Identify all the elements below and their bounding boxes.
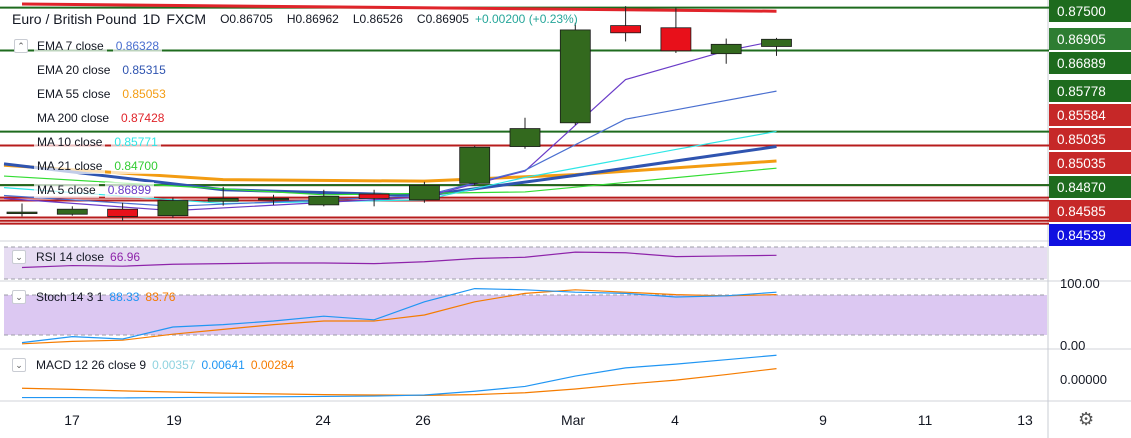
price-tag[interactable]: 0.86889 xyxy=(1049,52,1131,74)
macd-name: MACD 12 26 close 9 xyxy=(36,358,147,372)
exchange-label: FXCM xyxy=(166,11,207,27)
stoch-k-value: 88.33 xyxy=(109,290,140,304)
x-tick-17: 17 xyxy=(64,412,80,428)
candle-body xyxy=(761,38,792,47)
settings-gear-icon[interactable]: ⚙ xyxy=(1078,409,1095,429)
legend-value: 0.85053 xyxy=(119,86,169,102)
candle-body xyxy=(710,43,742,55)
candle-body xyxy=(408,185,440,201)
candle-body xyxy=(459,146,491,184)
legend-row-ema55[interactable]: EMA 55 close 0.85053 xyxy=(14,82,169,106)
candle-body xyxy=(610,25,641,34)
x-tick-mar: Mar xyxy=(560,412,586,428)
legend-row-ma200[interactable]: MA 200 close 0.87428 xyxy=(14,106,169,130)
high-value: H0.86962 xyxy=(286,12,339,26)
legend-name: MA 5 close xyxy=(34,182,99,198)
legend-name: EMA 7 close xyxy=(34,38,107,54)
stoch-lower-label: 0.00 xyxy=(1060,338,1086,353)
price-tag[interactable]: 0.84539 xyxy=(1049,224,1131,246)
legend-name: MA 10 close xyxy=(34,134,106,150)
candle-body xyxy=(157,200,189,217)
stoch-d-value: 83.76 xyxy=(145,290,176,304)
stoch-k-line xyxy=(21,287,777,344)
candle-body xyxy=(308,195,340,206)
price-tag[interactable]: 0.85035 xyxy=(1049,152,1131,174)
legend-name: EMA 55 close xyxy=(34,86,114,102)
candle-body xyxy=(509,128,541,147)
x-tick-13: 13 xyxy=(1017,412,1033,428)
x-tick-11: 11 xyxy=(917,412,933,428)
legend-row-ma5[interactable]: MA 5 close 0.86899 xyxy=(14,178,169,202)
candle-body xyxy=(358,193,390,199)
price-tag[interactable]: 0.85584 xyxy=(1049,104,1131,126)
legend-row-ma21[interactable]: MA 21 close 0.84700 xyxy=(14,154,169,178)
chart-header: Euro / British Pound 1D FXCM O0.86705 H0… xyxy=(12,10,578,28)
symbol-title[interactable]: Euro / British Pound xyxy=(12,11,137,27)
collapse-rsi-icon[interactable]: ⌄ xyxy=(12,250,26,264)
candle-body xyxy=(207,197,239,202)
candle-body xyxy=(258,197,289,201)
candle-body xyxy=(6,211,38,214)
legend-name: EMA 20 close xyxy=(34,62,114,78)
legend-row-ma10[interactable]: MA 10 close 0.85771 xyxy=(14,130,169,154)
macd-zero-label: 0.00000 xyxy=(1060,372,1107,387)
stoch-upper-label: 100.00 xyxy=(1060,276,1100,291)
x-tick-9: 9 xyxy=(819,412,827,428)
legend-row-ema20[interactable]: EMA 20 close 0.85315 xyxy=(14,58,169,82)
legend-value: 0.84700 xyxy=(111,158,161,174)
ma-line xyxy=(3,159,777,183)
price-tag[interactable]: 0.85778 xyxy=(1049,80,1131,102)
x-tick-19: 19 xyxy=(166,412,182,428)
legend-value: 0.85315 xyxy=(119,62,169,78)
rsi-line xyxy=(21,251,777,269)
x-tick-24: 24 xyxy=(315,412,331,428)
x-tick-4: 4 xyxy=(671,412,679,428)
collapse-stoch-icon[interactable]: ⌄ xyxy=(12,290,26,304)
close-value: C0.86905 xyxy=(416,12,469,26)
rsi-band xyxy=(4,247,1047,279)
rsi-legend[interactable]: ⌄ RSI 14 close 66.96 xyxy=(12,250,140,264)
ma-line xyxy=(21,2,777,13)
stoch-legend[interactable]: ⌄ Stoch 14 3 1 88.33 83.76 xyxy=(12,290,175,304)
legend-name: MA 21 close xyxy=(34,158,106,174)
stoch-band xyxy=(4,295,1047,335)
legend-value: 0.86328 xyxy=(112,38,163,54)
legend-value: 0.86899 xyxy=(104,182,155,198)
change-value: +0.00200 (+0.23%) xyxy=(474,12,578,26)
x-tick-26: 26 xyxy=(415,412,431,428)
stoch-name: Stoch 14 3 1 xyxy=(36,290,104,304)
price-tag[interactable]: 0.87500 xyxy=(1049,0,1131,22)
price-tag[interactable]: 0.86905 xyxy=(1049,28,1131,50)
legend-value: 0.87428 xyxy=(118,110,168,126)
price-tag[interactable]: 0.85035 xyxy=(1049,128,1131,150)
rsi-name: RSI 14 close xyxy=(36,250,105,264)
candle-body xyxy=(660,27,692,52)
interval-label[interactable]: 1D xyxy=(142,11,161,27)
collapse-macd-icon[interactable]: ⌄ xyxy=(12,358,26,372)
candle-body xyxy=(107,208,138,217)
low-value: L0.86526 xyxy=(352,12,403,26)
candle-body xyxy=(559,29,591,124)
macd-legend[interactable]: ⌄ MACD 12 26 close 9 0.00357 0.00641 0.0… xyxy=(12,358,294,372)
candle-body xyxy=(56,208,88,215)
rsi-value: 66.96 xyxy=(110,250,141,264)
collapse-legend-icon[interactable]: ⌃ xyxy=(14,39,28,53)
indicator-legend: ⌃ EMA 7 close 0.86328 EMA 20 close 0.853… xyxy=(14,34,169,202)
macd-hist-value: 0.00357 xyxy=(152,358,196,372)
legend-value: 0.85771 xyxy=(111,134,161,150)
macd-signal-value: 0.00284 xyxy=(250,358,295,372)
price-tag[interactable]: 0.84870 xyxy=(1049,176,1131,198)
legend-row-ema7[interactable]: ⌃ EMA 7 close 0.86328 xyxy=(14,34,169,58)
stoch-d-line xyxy=(21,289,777,345)
open-value: O0.86705 xyxy=(220,12,273,26)
macd-line xyxy=(22,354,777,399)
macd-signal-line xyxy=(21,368,777,396)
legend-name: MA 200 close xyxy=(34,110,113,126)
price-tag[interactable]: 0.84585 xyxy=(1049,200,1131,222)
macd-line-value: 0.00641 xyxy=(201,358,245,372)
